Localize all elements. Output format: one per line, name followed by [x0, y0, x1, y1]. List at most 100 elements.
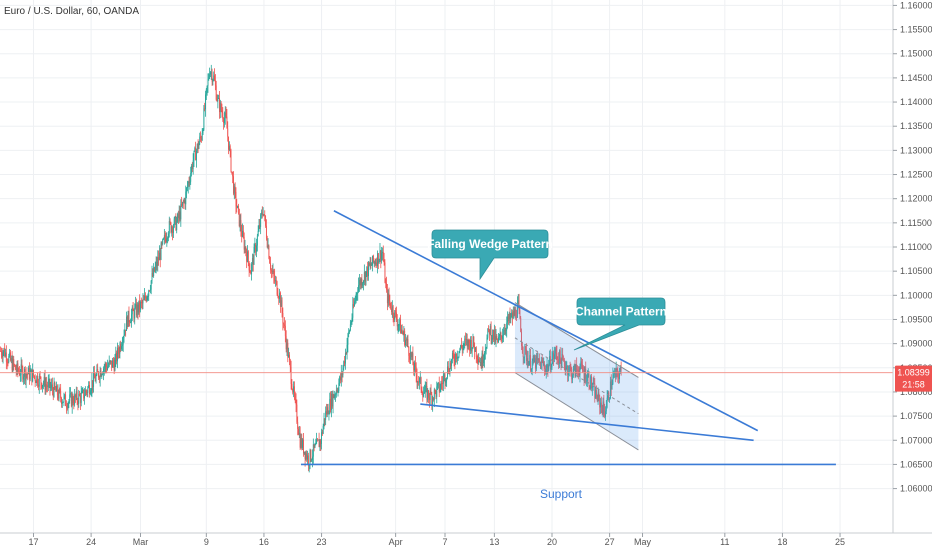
- candle-body: [452, 353, 454, 356]
- candle-body: [548, 364, 550, 371]
- candle-body: [378, 259, 380, 264]
- wedge-upper-line[interactable]: [333, 210, 759, 432]
- candle-body: [335, 394, 336, 396]
- candle-body: [373, 261, 375, 263]
- candle-body: [25, 374, 27, 381]
- candle-body: [491, 337, 493, 340]
- candle-body: [295, 398, 297, 405]
- price-tag-value: 1.08399: [897, 368, 930, 378]
- candle-body: [382, 251, 384, 261]
- y-tick-label: 1.15500: [900, 25, 932, 35]
- candle-body: [405, 340, 406, 346]
- candle-body: [391, 308, 392, 312]
- candle-body: [213, 75, 215, 80]
- candle-body: [296, 404, 298, 422]
- candle-body: [132, 307, 134, 311]
- time-axis[interactable]: 17 24 Mar 9 16 23 Apr 7 13 20 27 May 11 18 25: [28, 533, 845, 547]
- candle-body: [246, 252, 248, 262]
- price-axis[interactable]: 1.16000 1.15500 1.15000 1.14500 1.14000 1.135…: [893, 0, 932, 494]
- candle-body: [300, 438, 302, 448]
- candle-body: [478, 360, 480, 363]
- candle-body: [517, 300, 519, 304]
- candle-body: [17, 363, 19, 371]
- candle-body: [188, 182, 190, 183]
- candle-body: [44, 376, 46, 390]
- candle-body: [417, 381, 419, 383]
- candle-body: [154, 267, 155, 272]
- candle-body: [444, 374, 446, 383]
- candle-body: [212, 79, 214, 82]
- candle-body: [571, 369, 573, 380]
- candle-body: [560, 358, 562, 368]
- candle-body: [559, 350, 561, 359]
- candle-body: [81, 391, 83, 394]
- candle-body: [328, 413, 330, 415]
- candle-body: [340, 372, 342, 381]
- candle-body: [89, 385, 90, 395]
- candle-body: [354, 299, 356, 302]
- candle-body: [449, 363, 451, 374]
- candle-body: [545, 368, 547, 373]
- candle-body: [585, 368, 587, 383]
- candle-body: [458, 351, 460, 357]
- candle-body: [169, 220, 171, 223]
- candle-body: [574, 364, 576, 377]
- candle-body: [26, 374, 28, 375]
- candle-body: [358, 285, 360, 292]
- candle-body: [227, 128, 229, 137]
- candle-body: [196, 143, 198, 151]
- wedge-lower-line[interactable]: [420, 403, 754, 442]
- channel-lower-line[interactable]: [514, 372, 639, 451]
- channel-mid-line[interactable]: [514, 337, 639, 415]
- candle-body: [42, 385, 44, 388]
- candle-body: [22, 368, 24, 380]
- candle-body: [489, 325, 491, 335]
- candle-body: [432, 397, 434, 405]
- candle-body: [121, 346, 123, 349]
- candle-body: [145, 298, 147, 301]
- candle-body: [154, 266, 156, 272]
- candle-body: [21, 364, 23, 369]
- candle-body: [14, 364, 16, 366]
- candle-body: [526, 358, 528, 361]
- candle-body: [425, 385, 427, 387]
- candle-body: [94, 378, 96, 382]
- candle-body: [411, 353, 413, 358]
- candle-body: [421, 389, 423, 394]
- candle-body: [219, 102, 221, 113]
- candle-body: [107, 366, 109, 370]
- candle-body: [261, 212, 262, 215]
- candle-body: [407, 339, 409, 347]
- candle-body: [349, 330, 350, 332]
- candle-body: [34, 376, 36, 381]
- candle-body: [233, 176, 234, 194]
- candle-body: [494, 330, 496, 342]
- candle-body: [463, 344, 465, 346]
- candle-body: [361, 278, 363, 286]
- candle-body: [586, 375, 588, 382]
- candle-body: [334, 394, 336, 398]
- candle-body: [143, 299, 145, 301]
- candle-body: [9, 352, 11, 356]
- candle-body: [418, 381, 420, 383]
- candle-body: [553, 353, 555, 359]
- candle-body: [477, 359, 479, 363]
- candle-body: [263, 214, 265, 215]
- candle-body: [357, 291, 359, 294]
- candle-body: [106, 367, 108, 370]
- candle-body: [121, 344, 123, 347]
- y-tick-label: 1.09000: [900, 339, 932, 349]
- candle-body: [256, 245, 257, 252]
- candle-body: [382, 251, 383, 254]
- candle-body: [307, 455, 309, 460]
- candle-body: [344, 361, 346, 364]
- candle-body: [70, 393, 72, 407]
- drawings[interactable]: [0, 210, 893, 466]
- candle-body: [61, 402, 63, 405]
- candle-body: [462, 345, 464, 350]
- candle-body: [609, 398, 611, 400]
- candle-body: [544, 364, 546, 369]
- candle-body: [254, 244, 256, 247]
- candle-body: [284, 325, 286, 337]
